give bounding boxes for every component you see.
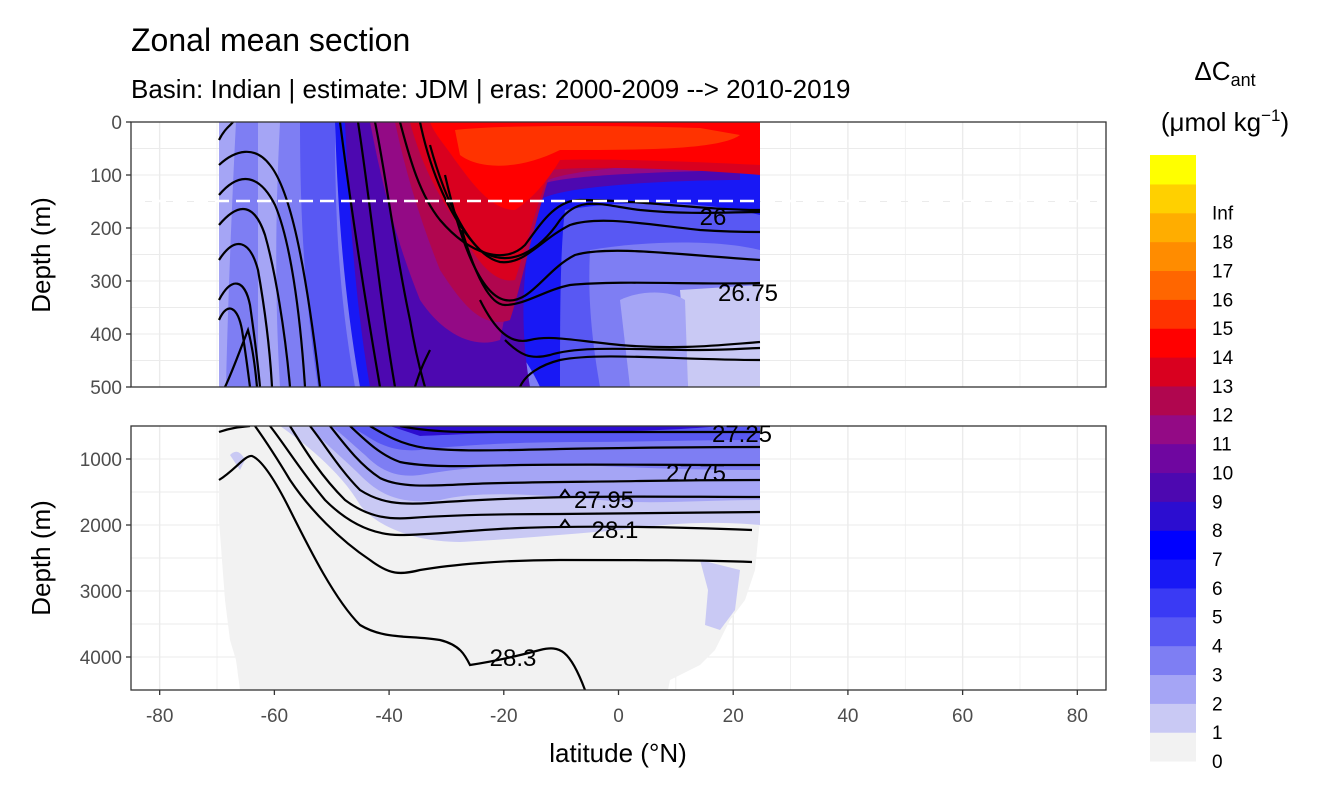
y-tick-label: 3000 — [80, 582, 122, 603]
legend-label: 11 — [1212, 435, 1232, 456]
lower-y-axis: 1000 2000 3000 4000 — [80, 450, 131, 669]
legend-swatch — [1150, 328, 1196, 358]
upper-y-axis-title: Depth (m) — [26, 197, 56, 313]
legend-swatch — [1150, 270, 1196, 300]
lower-isopycnals — [218, 426, 761, 690]
y-tick-label: 1000 — [80, 450, 122, 471]
legend-label: 7 — [1212, 550, 1223, 571]
fill-north-deep-light — [700, 560, 740, 630]
legend-swatch — [1150, 732, 1196, 762]
y-tick-label: 2000 — [80, 516, 122, 537]
y-tick-label: 100 — [90, 166, 122, 187]
legend-label: 13 — [1212, 377, 1233, 398]
legend-label: 1 — [1212, 723, 1223, 744]
x-tick-label: -60 — [261, 706, 288, 727]
legend-label: 4 — [1212, 637, 1223, 658]
x-tick-label: 0 — [613, 706, 624, 727]
x-tick-label: 80 — [1067, 706, 1088, 727]
fill-south-mid — [300, 122, 355, 387]
legend-label: 8 — [1212, 521, 1223, 542]
legend-label: 9 — [1212, 492, 1223, 513]
isopycnal-label: 26 — [700, 204, 727, 231]
legend-swatch — [1150, 212, 1196, 243]
legend-title: ΔCant — [1194, 56, 1255, 90]
legend-swatch — [1150, 501, 1196, 531]
legend-swatch — [1150, 299, 1196, 329]
legend-swatch — [1150, 443, 1196, 474]
fill-north-light-2 — [620, 292, 688, 387]
y-tick-label: 300 — [90, 272, 122, 293]
y-tick-label: 200 — [90, 219, 122, 240]
fill-south-light — [219, 122, 236, 387]
x-tick-label: 60 — [952, 706, 973, 727]
isopycnal-label: 27.75 — [666, 460, 726, 487]
legend-label: 2 — [1212, 694, 1223, 715]
legend-label: 15 — [1212, 319, 1233, 340]
legend-label: 10 — [1212, 463, 1233, 484]
legend-swatch — [1150, 385, 1196, 416]
legend-label: 6 — [1212, 579, 1223, 600]
legend-swatch — [1150, 559, 1196, 589]
upper-y-axis: 0 100 200 300 400 500 — [90, 113, 131, 399]
lower-contour-fill — [218, 426, 761, 690]
upper-isopycnals — [217, 122, 761, 387]
legend-swatch — [1150, 414, 1196, 445]
legend-swatch — [1150, 357, 1196, 387]
x-tick-label: 40 — [837, 706, 858, 727]
legend-swatch — [1150, 616, 1196, 647]
isopycnal-label: 27.25 — [712, 421, 772, 448]
y-tick-label: 400 — [90, 325, 122, 346]
lower-panel: 1000 2000 3000 4000 — [80, 425, 1107, 691]
upper-contour-fill — [217, 122, 761, 387]
upper-panel: 0 100 200 300 400 500 — [90, 113, 1107, 399]
legend-label: 16 — [1212, 290, 1233, 311]
isopycnal-label: 26.75 — [718, 280, 778, 307]
isopycnal-label: 27.95 — [574, 487, 634, 514]
isopycnal-labels: 26 26.75 27.25 27.75 27.95 28.1 28.3 — [490, 204, 778, 672]
y-tick-label: 0 — [111, 113, 122, 134]
legend-swatch — [1150, 587, 1196, 618]
y-tick-label: 4000 — [80, 648, 122, 669]
fill-orange-red — [455, 125, 740, 166]
lower-y-axis-title: Depth (m) — [26, 500, 56, 616]
legend-swatch — [1150, 703, 1196, 733]
x-tick-label: 20 — [723, 706, 744, 727]
fill-north-light — [680, 285, 760, 387]
legend-swatch — [1150, 472, 1196, 502]
legend-label: 5 — [1212, 608, 1223, 629]
x-axis-title: latitude (°N) — [549, 738, 687, 768]
x-tick-label: -20 — [490, 706, 517, 727]
legend-label: 3 — [1212, 665, 1223, 686]
legend-swatch — [1150, 530, 1196, 560]
legend-swatch — [1150, 674, 1196, 704]
x-axis: -80 -60 -40 -20 0 20 40 60 80 — [146, 690, 1088, 727]
fill-south-patch — [230, 451, 245, 470]
legend-colorbar — [1150, 155, 1196, 762]
legend-swatch — [1150, 645, 1196, 676]
legend-swatch — [1150, 241, 1196, 272]
legend-label: 14 — [1212, 348, 1234, 369]
isopycnal-label: 28.1 — [592, 517, 639, 544]
legend-swatch — [1150, 155, 1196, 185]
legend-unit: (μmol kg−1) — [1161, 106, 1289, 137]
x-tick-label: -80 — [146, 706, 173, 727]
legend-swatch — [1150, 183, 1196, 214]
upper-panel-border — [130, 121, 1107, 388]
legend-label: 17 — [1212, 261, 1233, 282]
x-tick-label: -40 — [375, 706, 402, 727]
legend-label: 18 — [1212, 233, 1233, 254]
legend-label: Inf — [1212, 204, 1234, 225]
isopycnal-label: 28.3 — [490, 645, 537, 672]
chart-subtitle: Basin: Indian | estimate: JDM | eras: 20… — [131, 74, 851, 104]
legend-label: 0 — [1212, 752, 1223, 773]
legend-label: 12 — [1212, 406, 1233, 427]
chart-title: Zonal mean section — [131, 22, 411, 58]
y-tick-label: 500 — [90, 378, 122, 399]
legend: ΔCant (μmol kg−1) 0123456789101112131415… — [1150, 56, 1289, 773]
